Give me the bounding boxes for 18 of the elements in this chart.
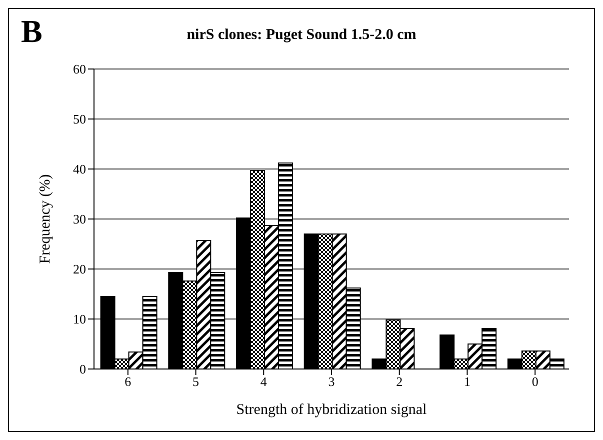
text: B: [21, 13, 42, 50]
x-axis-title: Strength of hybridization signal: [236, 402, 427, 418]
x-tick-label: 6: [124, 374, 132, 390]
x-tick-label: 1: [464, 374, 470, 390]
y-tick-label: 20: [73, 262, 86, 277]
y-tick-label: 30: [73, 212, 86, 227]
x-tick-label: 4: [260, 374, 268, 390]
x-tick-label: 3: [328, 374, 335, 390]
y-tick-label: 50: [73, 112, 86, 127]
x-tick-label: 5: [192, 374, 200, 390]
chart-title: nirS clones: Puget Sound 1.5-2.0 cm: [186, 27, 416, 43]
y-axis-title: Frequency (%): [37, 174, 54, 264]
x-tick-label: 0: [532, 374, 538, 390]
y-tick-label: 10: [73, 312, 86, 327]
y-tick-label: 40: [73, 162, 86, 177]
y-tick-label: 0: [80, 362, 86, 377]
y-tick-label: 60: [73, 62, 86, 77]
x-tick-label: 2: [396, 374, 403, 390]
